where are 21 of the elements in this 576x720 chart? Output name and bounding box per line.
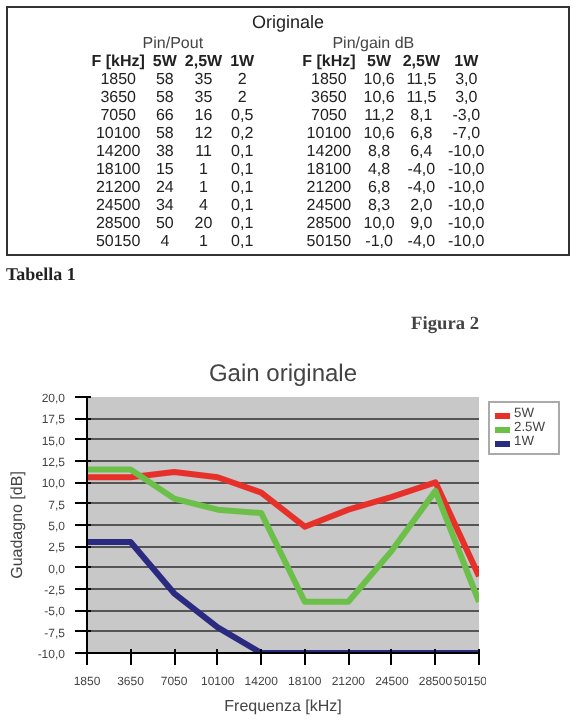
text: Tabella 1 [6,262,78,288]
line-series [87,466,479,605]
text: 21200 24 1 0,1 21200 6,8 -4,0 -10,0 [95,178,485,196]
text: 3650 58 35 2 3650 10,6 11,5 3,0 [100,88,478,106]
text: 14200 38 11 0,1 14200 8,8 6,4 -10,0 [95,142,485,160]
text: 18100 15 1 0,1 18100 4,8 -4,0 -10,0 [95,160,485,178]
text: 7050 66 16 0,5 7050 11,2 8,1 -3,0 [100,106,481,124]
text: 24500 34 4 0,1 24500 8,3 2,0 -10,0 [95,196,485,214]
text: Figura 2 [411,315,480,335]
text: F [kHz] 5W 2,5W 1W F [kHz] 5W 2,5W 1W [91,52,479,70]
text: 50150 4 1 0,1 50150 -1,0 -4,0 -10,0 [95,232,485,250]
text: 10100 58 12 0,2 10100 10,6 6,8 -7,0 [95,124,481,142]
y-axis-title: Guadagno [dB] [7,471,26,579]
text: Pin/Pout [140,34,206,52]
chart-title: Gain originale [208,359,358,387]
x-axis-title: Frequenza [kHz] [224,697,342,715]
text: 1850 58 35 2 1850 10,6 11,5 3,0 [100,70,478,88]
text: 28500 50 20 0,1 28500 10,0 9,0 -10,0 [95,214,485,232]
text: Originale [249,12,327,34]
line-series [87,469,479,580]
text: Pin/gain dB [330,34,417,52]
